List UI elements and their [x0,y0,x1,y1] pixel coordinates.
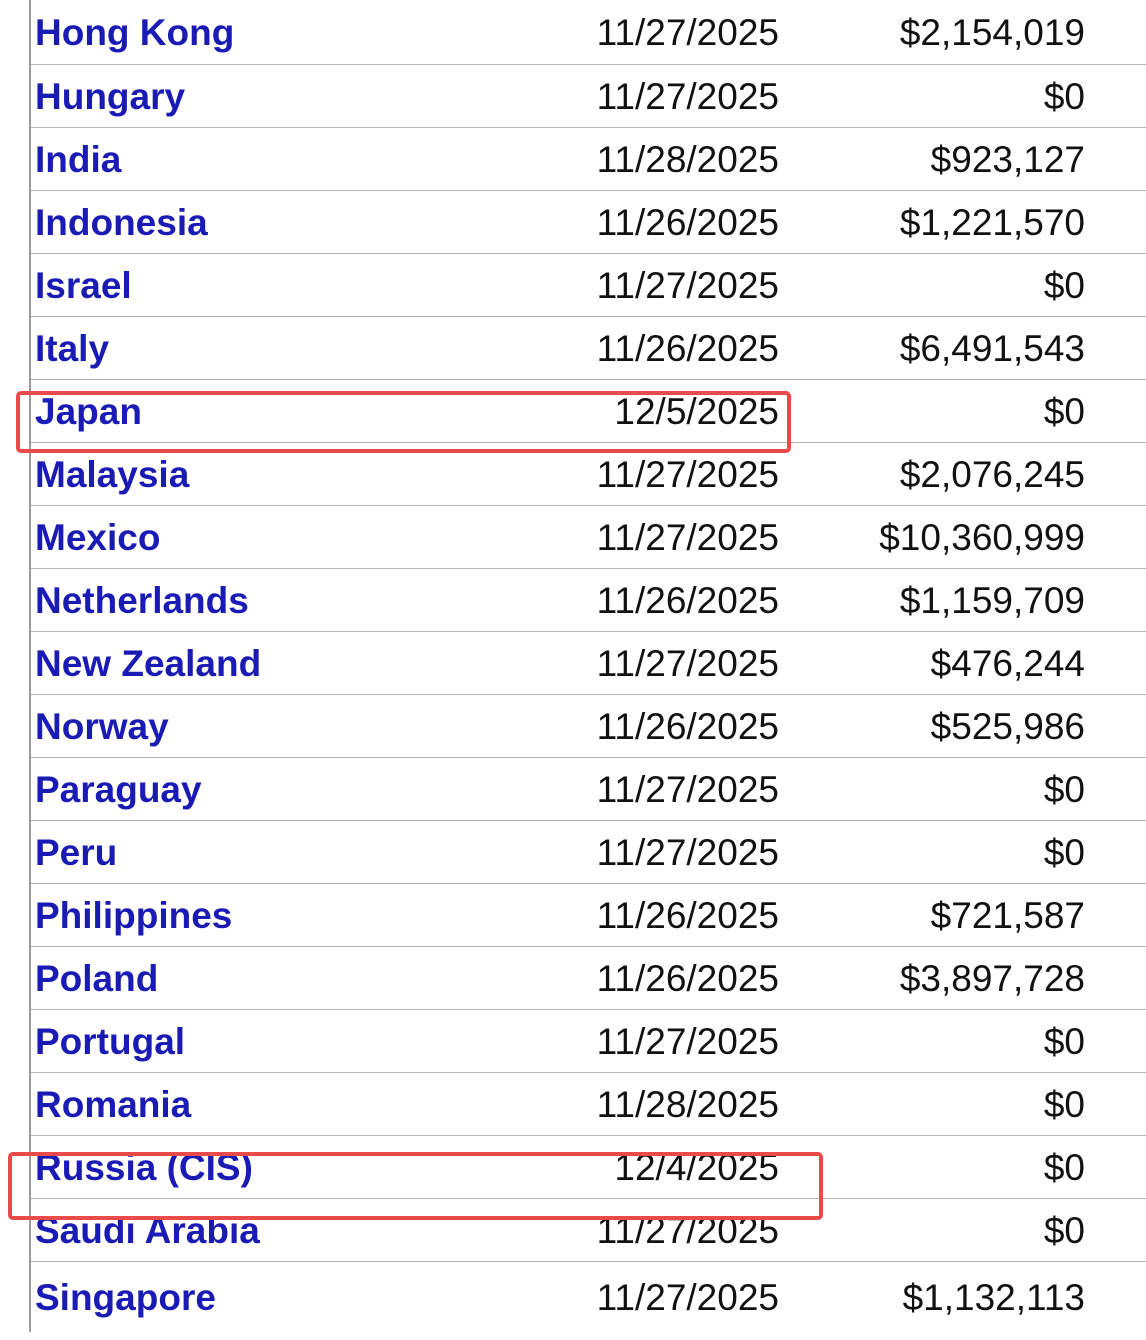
release-date: 11/27/2025 [596,1209,779,1251]
gross-amount: $0 [1043,831,1085,873]
table-row: Japan 12/5/2025 $0 [31,380,1146,443]
table-row: Peru 11/27/2025 $0 [31,821,1146,884]
gross-amount: $0 [1043,1146,1085,1188]
gross-amount: $0 [1043,1209,1085,1251]
gross-amount: $0 [1043,264,1085,306]
table-row: Indonesia 11/26/2025 $1,221,570 [31,191,1146,254]
country-link-indonesia[interactable]: Indonesia [35,201,208,243]
gross-amount: $3,897,728 [899,957,1085,999]
country-link-japan[interactable]: Japan [35,390,142,432]
country-link-israel[interactable]: Israel [35,264,132,306]
country-link-singapore[interactable]: Singapore [35,1276,216,1318]
release-date: 11/27/2025 [596,264,779,306]
release-date: 11/26/2025 [596,957,779,999]
country-link-norway[interactable]: Norway [35,705,169,747]
country-link-peru[interactable]: Peru [35,831,118,873]
gross-amount: $2,154,019 [899,11,1085,53]
table-row: Netherlands 11/26/2025 $1,159,709 [31,569,1146,632]
country-link-portugal[interactable]: Portugal [35,1020,186,1062]
country-link-philippines[interactable]: Philippines [35,894,233,936]
release-date: 11/26/2025 [596,894,779,936]
country-link-malaysia[interactable]: Malaysia [35,453,190,495]
gross-amount: $0 [1043,1083,1085,1125]
release-date: 11/27/2025 [596,642,779,684]
country-link-hungary[interactable]: Hungary [35,75,186,117]
table-row: Portugal 11/27/2025 $0 [31,1010,1146,1073]
gross-amount: $0 [1043,768,1085,810]
table-row: Mexico 11/27/2025 $10,360,999 [31,506,1146,569]
gross-amount: $923,127 [930,138,1085,180]
table-row: New Zealand 11/27/2025 $476,244 [31,632,1146,695]
release-date: 11/27/2025 [596,768,779,810]
country-link-romania[interactable]: Romania [35,1083,192,1125]
table-row: India 11/28/2025 $923,127 [31,128,1146,191]
release-date: 11/27/2025 [596,75,779,117]
release-date: 11/27/2025 [596,1020,779,1062]
gross-amount: $2,076,245 [899,453,1085,495]
gross-amount: $0 [1043,75,1085,117]
table-row: Hong Kong 11/27/2025 $2,154,019 [31,0,1146,65]
country-link-saudi-arabia[interactable]: Saudi Arabia [35,1209,260,1251]
table-row: Russia (CIS) 12/4/2025 $0 [31,1136,1146,1199]
release-date: 11/27/2025 [596,453,779,495]
country-link-new-zealand[interactable]: New Zealand [35,642,262,684]
table-row: Philippines 11/26/2025 $721,587 [31,884,1146,947]
release-date: 11/26/2025 [596,705,779,747]
gross-amount: $1,132,113 [902,1276,1085,1318]
country-link-mexico[interactable]: Mexico [35,516,161,558]
table-row: Poland 11/26/2025 $3,897,728 [31,947,1146,1010]
release-date: 12/4/2025 [614,1146,779,1188]
gross-amount: $476,244 [930,642,1085,684]
gross-amount: $6,491,543 [899,327,1085,369]
release-date: 11/26/2025 [596,579,779,621]
gross-amount: $0 [1043,1020,1085,1062]
country-link-india[interactable]: India [35,138,122,180]
country-link-italy[interactable]: Italy [35,327,110,369]
table-row: Saudi Arabia 11/27/2025 $0 [31,1199,1146,1262]
release-date: 11/28/2025 [596,1083,779,1125]
gross-amount: $10,360,999 [879,516,1085,558]
release-date: 11/27/2025 [596,516,779,558]
release-date: 11/26/2025 [596,327,779,369]
country-link-hong-kong[interactable]: Hong Kong [35,11,235,53]
release-date: 11/27/2025 [596,831,779,873]
table-row: Norway 11/26/2025 $525,986 [31,695,1146,758]
gross-amount: $1,159,709 [899,579,1085,621]
table-row: Italy 11/26/2025 $6,491,543 [31,317,1146,380]
table-row: Hungary 11/27/2025 $0 [31,65,1146,128]
gross-amount: $0 [1043,390,1085,432]
release-date: 11/27/2025 [596,1276,779,1318]
table-row: Malaysia 11/27/2025 $2,076,245 [31,443,1146,506]
table-row: Paraguay 11/27/2025 $0 [31,758,1146,821]
country-link-netherlands[interactable]: Netherlands [35,579,249,621]
country-link-poland[interactable]: Poland [35,957,159,999]
gross-amount: $721,587 [930,894,1085,936]
gross-amount: $1,221,570 [899,201,1085,243]
gross-amount: $525,986 [930,705,1085,747]
country-link-paraguay[interactable]: Paraguay [35,768,202,810]
release-date: 11/27/2025 [596,11,779,53]
country-link-russia-cis[interactable]: Russia (CIS) [35,1146,253,1188]
release-table: Hong Kong 11/27/2025 $2,154,019 Hungary … [29,0,1146,1332]
table-row: Singapore 11/27/2025 $1,132,113 [31,1262,1146,1332]
release-date: 11/28/2025 [596,138,779,180]
table-row: Romania 11/28/2025 $0 [31,1073,1146,1136]
release-date: 12/5/2025 [614,390,779,432]
release-date: 11/26/2025 [596,201,779,243]
table-row: Israel 11/27/2025 $0 [31,254,1146,317]
